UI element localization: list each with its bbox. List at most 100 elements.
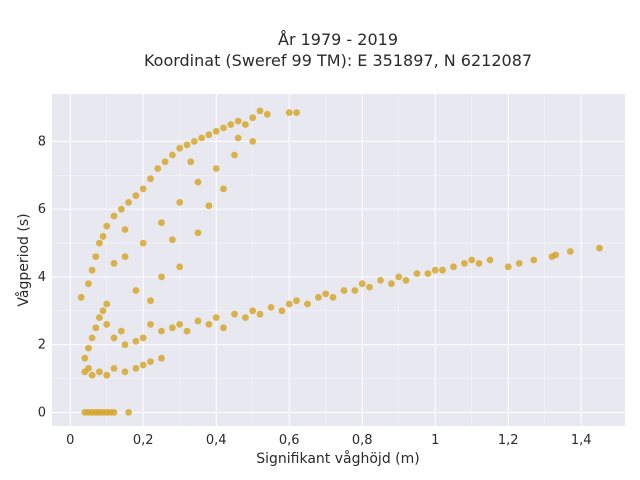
data-point	[92, 324, 100, 332]
data-point	[504, 263, 512, 271]
data-point	[198, 134, 206, 142]
data-point	[227, 121, 235, 128]
data-point	[154, 165, 162, 172]
data-point	[194, 178, 202, 186]
data-point	[220, 324, 227, 332]
data-point	[212, 165, 220, 172]
data-point	[96, 368, 103, 376]
data-point	[169, 324, 176, 332]
data-point	[103, 371, 111, 379]
data-point	[92, 253, 100, 260]
data-point	[388, 280, 395, 288]
data-point	[231, 151, 238, 159]
data-point	[475, 260, 483, 267]
data-point	[125, 409, 132, 416]
data-point	[103, 222, 111, 230]
data-point	[110, 409, 118, 416]
data-point	[110, 334, 118, 342]
data-point	[176, 321, 184, 328]
data-point	[256, 107, 264, 115]
data-point	[315, 293, 322, 301]
data-point	[158, 354, 165, 362]
data-point	[187, 158, 195, 166]
data-point	[205, 202, 213, 210]
data-point	[158, 327, 165, 335]
data-point	[424, 270, 432, 277]
data-point	[81, 354, 89, 362]
data-point	[132, 337, 140, 345]
data-point	[351, 287, 359, 294]
data-point	[103, 300, 111, 308]
x-tick-label: 1	[431, 433, 439, 448]
y-tick-label: 6	[38, 202, 46, 217]
data-point	[231, 310, 238, 318]
data-point	[242, 314, 249, 321]
data-point	[263, 110, 271, 118]
data-point	[285, 109, 293, 116]
x-axis-ticks: 0 0,2 0,4 0,6 0,8 1 1,2 1,4	[66, 433, 591, 448]
data-point	[96, 239, 103, 247]
data-point	[169, 236, 176, 244]
data-point	[205, 131, 213, 139]
data-point	[110, 260, 118, 267]
data-point	[132, 287, 140, 294]
x-tick-label: 0,8	[352, 433, 373, 448]
data-point	[139, 185, 147, 193]
data-point	[220, 124, 227, 132]
data-point	[249, 114, 257, 122]
data-point	[176, 263, 184, 271]
chart-subtitle: Koordinat (Sweref 99 TM): E 351897, N 62…	[144, 51, 532, 70]
data-point	[139, 361, 147, 369]
data-point	[176, 199, 184, 206]
data-point	[377, 276, 384, 284]
data-point	[161, 158, 169, 166]
plot-area	[52, 94, 625, 426]
y-axis-ticks: 0 2 4 6 8	[38, 134, 46, 420]
data-point	[596, 244, 603, 252]
y-tick-label: 0	[38, 405, 46, 420]
data-point	[566, 248, 574, 255]
data-point	[121, 341, 129, 349]
data-point	[117, 205, 125, 213]
data-point	[439, 266, 446, 274]
data-point	[88, 371, 96, 379]
x-tick-label: 0	[66, 433, 74, 448]
data-point	[85, 280, 92, 288]
data-point	[190, 138, 198, 145]
data-point	[132, 192, 140, 200]
y-tick-label: 2	[38, 338, 46, 353]
data-point	[77, 293, 85, 301]
data-point	[249, 307, 257, 315]
data-point	[132, 365, 140, 372]
data-point	[304, 300, 311, 308]
data-point	[88, 266, 96, 274]
data-point	[139, 239, 147, 247]
data-point	[183, 141, 191, 149]
data-point	[234, 117, 242, 125]
data-point	[183, 327, 191, 335]
data-point	[515, 260, 523, 267]
data-point	[366, 283, 373, 291]
y-tick-label: 4	[38, 270, 46, 285]
data-point	[395, 273, 403, 281]
data-point	[147, 297, 154, 305]
data-point	[293, 297, 300, 305]
data-point	[402, 276, 410, 284]
x-axis-label: Signifikant våghöjd (m)	[256, 450, 419, 467]
data-point	[530, 256, 538, 264]
data-point	[85, 344, 92, 352]
data-point	[220, 185, 227, 193]
data-point	[121, 253, 129, 260]
data-point	[285, 300, 293, 308]
data-point	[205, 321, 213, 328]
data-point	[293, 109, 300, 116]
data-point	[99, 232, 107, 240]
data-point	[413, 270, 421, 277]
data-point	[329, 293, 337, 301]
data-point	[431, 266, 439, 274]
data-point	[468, 256, 476, 264]
data-point	[121, 368, 129, 376]
data-point	[158, 219, 165, 227]
data-point	[96, 314, 103, 321]
x-tick-label: 0,6	[279, 433, 300, 448]
